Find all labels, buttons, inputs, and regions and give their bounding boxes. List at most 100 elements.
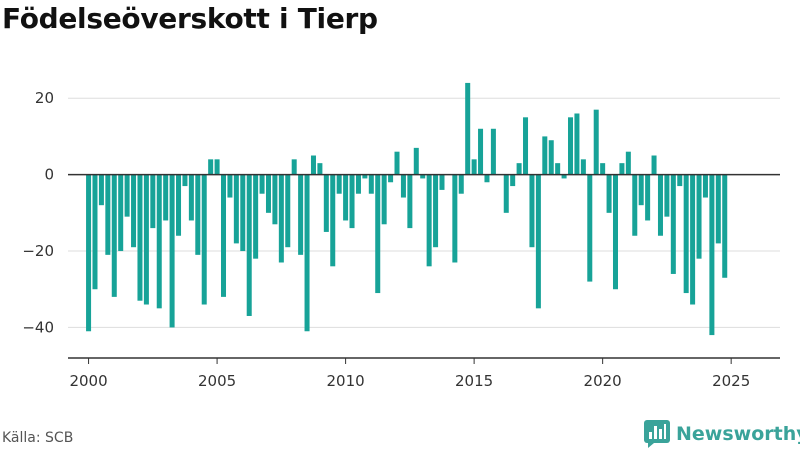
bar xyxy=(195,174,201,255)
y-tick-label: 20 xyxy=(35,89,54,107)
bar xyxy=(657,174,663,236)
bar xyxy=(208,159,214,175)
bar xyxy=(452,174,458,263)
bar xyxy=(413,147,419,175)
bar xyxy=(722,174,728,278)
bar xyxy=(690,174,696,305)
bar xyxy=(137,174,143,301)
bar xyxy=(606,174,612,213)
bar xyxy=(426,174,432,267)
bar xyxy=(272,174,278,225)
bar xyxy=(516,163,522,175)
bar xyxy=(542,136,548,175)
bar xyxy=(580,159,586,175)
bar xyxy=(625,151,631,175)
bar xyxy=(651,155,657,175)
bar xyxy=(221,174,227,297)
x-tick-label: 2020 xyxy=(584,372,622,390)
bar xyxy=(471,159,477,175)
bar xyxy=(240,174,246,252)
bar xyxy=(362,174,368,179)
bar xyxy=(253,174,259,259)
bar xyxy=(355,174,361,194)
bar xyxy=(323,174,329,232)
bar xyxy=(400,174,406,198)
bar xyxy=(169,174,175,328)
bar xyxy=(150,174,156,229)
bar xyxy=(645,174,651,221)
x-tick-label: 2005 xyxy=(198,372,236,390)
bar xyxy=(523,117,529,175)
bar xyxy=(298,174,304,255)
x-tick-label: 2025 xyxy=(712,372,750,390)
bar xyxy=(246,174,252,316)
bar xyxy=(600,163,606,175)
bar xyxy=(163,174,169,221)
bar xyxy=(510,174,516,187)
bar xyxy=(670,174,676,274)
bar xyxy=(394,151,400,175)
x-tick-label: 2000 xyxy=(69,372,107,390)
chart-title: Födelseöverskott i Tierp xyxy=(2,2,378,35)
bar xyxy=(388,174,394,183)
bar xyxy=(176,174,182,236)
bar xyxy=(638,174,644,206)
bar xyxy=(86,174,92,332)
y-tick-label: −20 xyxy=(22,242,54,260)
bar xyxy=(259,174,265,194)
brand-logo: Newsworthy xyxy=(644,420,800,448)
bar xyxy=(349,174,355,229)
y-tick-label: −40 xyxy=(22,318,54,336)
bar xyxy=(433,174,439,248)
bar xyxy=(310,155,316,175)
gridlines xyxy=(68,97,780,328)
newsworthy-logo-icon xyxy=(644,420,670,448)
bar xyxy=(285,174,291,248)
bar xyxy=(548,140,554,175)
bar xyxy=(92,174,98,290)
y-tick-label: 0 xyxy=(44,166,54,184)
bar xyxy=(304,174,310,332)
bar xyxy=(188,174,194,221)
bar xyxy=(227,174,233,198)
bar xyxy=(111,174,117,297)
bar xyxy=(420,174,426,179)
bar xyxy=(555,163,561,175)
bar xyxy=(368,174,374,194)
bar xyxy=(715,174,721,244)
bar xyxy=(529,174,535,248)
bar xyxy=(336,174,342,194)
bar xyxy=(343,174,349,221)
bar xyxy=(593,109,599,175)
x-tick-label: 2010 xyxy=(327,372,365,390)
bar xyxy=(265,174,271,213)
bar xyxy=(619,163,625,175)
bar xyxy=(439,174,445,190)
bar xyxy=(233,174,239,244)
bar xyxy=(478,128,484,175)
bar xyxy=(118,174,124,252)
bar xyxy=(568,117,574,175)
bar xyxy=(182,174,188,187)
bar xyxy=(143,174,149,305)
bar xyxy=(330,174,336,267)
bar xyxy=(105,174,111,255)
bar xyxy=(291,159,297,175)
bar xyxy=(375,174,381,294)
bar xyxy=(98,174,104,206)
bar xyxy=(574,113,580,175)
bar xyxy=(317,163,323,175)
bar xyxy=(381,174,387,225)
bar xyxy=(709,174,715,336)
bar xyxy=(677,174,683,187)
bar xyxy=(561,174,567,179)
bar xyxy=(503,174,509,213)
bar xyxy=(490,128,496,175)
bar xyxy=(632,174,638,236)
bar xyxy=(535,174,541,309)
bar xyxy=(696,174,702,259)
bar xyxy=(278,174,284,263)
bars xyxy=(86,82,728,336)
bar xyxy=(214,159,220,175)
bar xyxy=(484,174,490,183)
